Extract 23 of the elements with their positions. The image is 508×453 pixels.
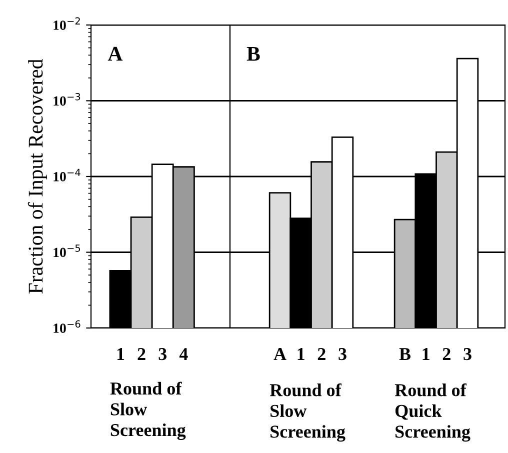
x-axis-title: Round of Slow Screening <box>110 382 186 440</box>
x-tick-label: 1 <box>117 348 124 360</box>
y-tick-label: 10$^{−3}$ <box>54 93 80 106</box>
x-tick-label: 3 <box>338 348 346 360</box>
x-tick-label: 4 <box>179 348 188 360</box>
y-tick-label: 10$^{−4}$ <box>54 168 80 182</box>
y-axis-title: Fraction of Input Recovered <box>28 59 47 294</box>
x-tick-label: 1 <box>422 348 430 360</box>
x-tick-label: 3 <box>158 348 166 360</box>
x-tick-label: 2 <box>138 348 146 360</box>
x-tick-label: A <box>274 348 286 360</box>
text: B <box>246 47 260 61</box>
text: Round of Quick Screening <box>394 383 470 442</box>
x-tick-label: 2 <box>318 348 326 360</box>
text: Round of Slow Screening <box>270 383 346 442</box>
y-tick-label: 10$^{−2}$ <box>54 17 80 30</box>
x-tick-label: B <box>399 348 411 360</box>
y-tick-label: 10$^{−5}$ <box>54 244 80 258</box>
text: A <box>108 46 123 61</box>
x-tick-label: 3 <box>464 348 472 360</box>
x-tick-label: 2 <box>442 348 450 360</box>
y-tick-label: 10$^{−6}$ <box>54 320 80 333</box>
x-tick-label: 1 <box>298 348 304 360</box>
